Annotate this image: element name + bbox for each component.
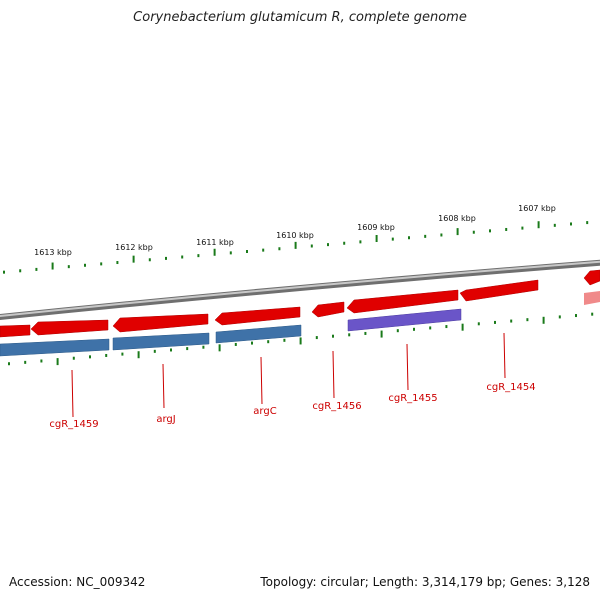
gene-arrow-pink: [584, 291, 600, 305]
gene-arrow-blue: [215, 324, 302, 344]
accession-label: Accession: NC_009342: [9, 575, 146, 589]
ruler-tick-label: 1609 kbp: [357, 223, 395, 232]
gene-arrow-red: [346, 289, 459, 314]
ruler-tick-label: 1610 kbp: [276, 231, 314, 240]
gene-arrow-blue: [0, 338, 110, 357]
gene-label[interactable]: cgR_1454: [486, 382, 535, 393]
gene-leader-line: [503, 332, 506, 379]
gene-label[interactable]: cgR_1459: [49, 419, 98, 430]
gene-label[interactable]: cgR_1455: [388, 393, 437, 404]
gene-leader-line: [71, 369, 74, 418]
gene-arrow-red: [112, 313, 209, 333]
gene-arrow-red: [459, 279, 539, 302]
gene-arrows: [0, 269, 600, 357]
gene-arrow-red: [311, 301, 345, 318]
gene-labels: cgR_1459 argJ argC cgR_1456 cgR_1455 cgR_1454: [49, 382, 535, 430]
gene-leader-line: [406, 343, 409, 391]
map-title: Corynebacterium glutamicum R, complete g…: [133, 10, 467, 25]
ruler-ticks-top: [3, 221, 589, 274]
gene-arrow-red: [214, 306, 301, 326]
ruler-tick-label: 1607 kbp: [518, 204, 556, 213]
gene-label-leader-lines: [71, 332, 506, 418]
gene-label[interactable]: cgR_1456: [312, 401, 361, 412]
gene-leader-line: [162, 363, 165, 409]
gene-label[interactable]: argC: [253, 406, 276, 417]
gene-arrow-red: [583, 269, 600, 286]
gene-arrow-purple: [347, 308, 462, 332]
ruler-tick-label: 1612 kbp: [115, 243, 153, 252]
gene-arrow-red: [0, 324, 31, 338]
ruler-tick-labels: 1613 kbp 1612 kbp 1611 kbp 1610 kbp 1609 kbp…: [34, 204, 556, 257]
ruler-tick-label: 1613 kbp: [34, 248, 72, 257]
ruler-tick-label: 1611 kbp: [196, 238, 234, 247]
gene-leader-line: [260, 356, 263, 405]
ruler-ticks-bottom: [8, 312, 594, 366]
ruler-tick-label: 1608 kbp: [438, 214, 476, 223]
gene-leader-line: [332, 350, 335, 399]
gene-arrow-blue: [112, 332, 210, 351]
gene-label[interactable]: argJ: [156, 414, 175, 425]
genome-backbone-highlight: [0, 260, 600, 317]
gene-arrow-red: [30, 319, 109, 336]
genome-summary-label: Topology: circular; Length: 3,314,179 bp…: [260, 575, 590, 589]
